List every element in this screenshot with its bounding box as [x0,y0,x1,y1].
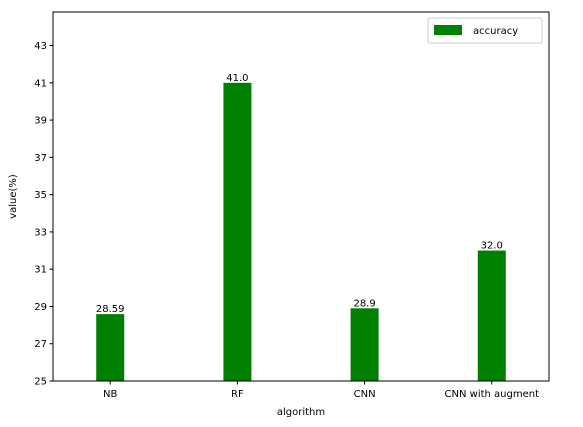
y-tick-label: 33 [34,227,47,238]
legend-box [427,17,543,44]
bar-nb [96,314,125,381]
bar-value-label: 32.0 [481,241,503,252]
y-tick-label: 27 [34,339,47,350]
bar-cnn-with-augment [477,250,506,381]
plot-frame [52,11,550,382]
y-axis-title: value(%) [8,174,19,219]
legend-label: accuracy [473,26,518,37]
bar-labels-group: 28.59 41.0 28.9 32.0 [96,73,503,315]
x-axis-title: algorithm [277,407,325,418]
x-tick-label: NB [103,389,117,400]
bar-rf [223,82,252,381]
bar-cnn [350,308,379,381]
y-tick-label: 39 [34,116,47,127]
x-tick-label: CNN with augment [445,389,540,400]
x-tick-label: CNN [354,389,376,400]
x-axis: NB RF CNN CNN with augment [103,381,539,400]
bars-group [96,82,506,381]
y-axis: 25 27 29 31 33 35 37 39 41 43 [34,41,53,388]
y-tick-label: 43 [34,41,47,52]
y-tick-label: 29 [34,302,47,313]
y-tick-label: 35 [34,190,47,201]
y-tick-label: 37 [34,153,47,164]
bar-value-label: 28.59 [96,304,125,315]
y-tick-label: 25 [34,377,47,388]
x-tick-label: RF [231,389,244,400]
legend-swatch [434,25,462,35]
bar-value-label: 41.0 [226,73,248,84]
y-tick-label: 41 [34,78,47,89]
y-tick-label: 31 [34,265,47,276]
legend[interactable]: accuracy [427,17,543,44]
bar-value-label: 28.9 [353,298,375,309]
